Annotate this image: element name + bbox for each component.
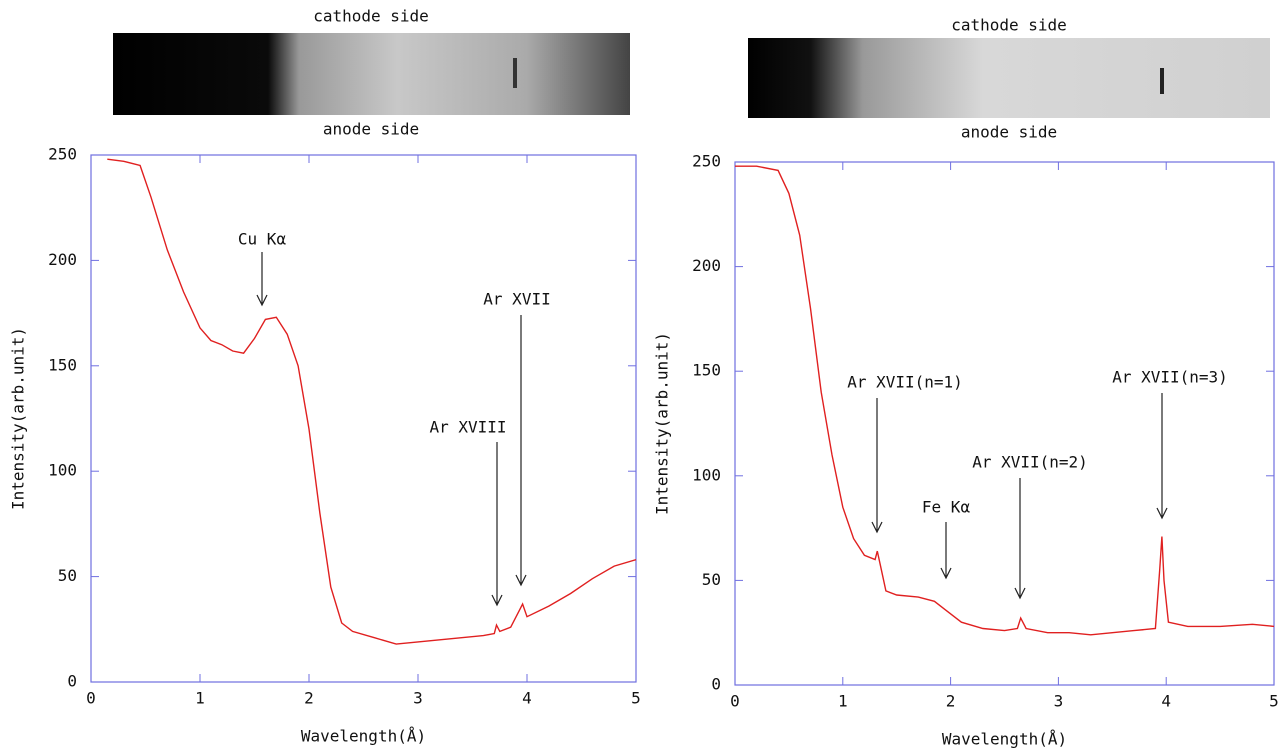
annotation-arrow	[515, 315, 527, 587]
data-line	[107, 158, 637, 645]
spectrum-strip	[748, 38, 1270, 118]
strip-line	[1160, 68, 1164, 94]
y-axis-label: Intensity(arb.unit)	[9, 327, 28, 510]
plot-frame	[734, 161, 1275, 686]
annotation: Fe Kα	[922, 498, 971, 517]
x-tick-label: 1	[195, 689, 205, 708]
x-tick-label: 4	[1161, 692, 1171, 711]
y-tick-label: 100	[692, 465, 721, 484]
y-tick-label: 250	[48, 145, 77, 164]
annotation: Cu Kα	[238, 230, 287, 249]
y-axis-label: Intensity(arb.unit)	[653, 332, 672, 515]
x-tick-label: 2	[946, 692, 956, 711]
strip-top-label: cathode side	[951, 16, 1067, 35]
spectrum-strip	[113, 33, 630, 115]
x-tick-label: 1	[838, 692, 848, 711]
annotation: Ar XVII(n=3)	[1112, 368, 1228, 387]
y-tick-label: 200	[692, 256, 721, 275]
y-tick-label: 100	[48, 461, 77, 480]
annotation-arrow	[256, 252, 268, 307]
y-tick-label: 0	[711, 675, 721, 694]
annotation-arrow	[491, 442, 503, 607]
strip-bottom-label: anode side	[323, 120, 419, 139]
x-axis-label: Wavelength(Å)	[301, 727, 426, 746]
y-tick-label: 0	[67, 672, 77, 691]
annotation: Ar XVII	[483, 290, 550, 309]
annotation-arrow	[871, 398, 883, 534]
y-tick-label: 250	[692, 152, 721, 171]
x-tick-label: 0	[730, 692, 740, 711]
x-tick-label: 0	[86, 689, 96, 708]
y-tick-label: 50	[702, 570, 721, 589]
strip-line	[513, 58, 517, 88]
y-tick-label: 150	[48, 355, 77, 374]
annotation-arrow	[940, 522, 952, 580]
x-tick-label: 3	[1054, 692, 1064, 711]
x-tick-label: 3	[413, 689, 423, 708]
x-tick-label: 4	[522, 689, 532, 708]
plot-frame	[90, 154, 637, 683]
x-tick-label: 2	[304, 689, 314, 708]
annotation-arrow	[1156, 393, 1168, 520]
x-axis-label: Wavelength(Å)	[942, 730, 1067, 749]
x-tick-label: 5	[631, 689, 641, 708]
annotation: Ar XVIII	[429, 418, 506, 437]
strip-top-label: cathode side	[313, 7, 429, 26]
annotation: Ar XVII(n=2)	[972, 453, 1088, 472]
y-tick-label: 150	[692, 361, 721, 380]
x-tick-label: 5	[1269, 692, 1279, 711]
annotation-arrow	[1014, 478, 1026, 600]
y-tick-label: 50	[58, 566, 77, 585]
annotation: Ar XVII(n=1)	[847, 373, 963, 392]
y-tick-label: 200	[48, 250, 77, 269]
data-line	[735, 165, 1275, 636]
strip-bottom-label: anode side	[961, 123, 1057, 142]
